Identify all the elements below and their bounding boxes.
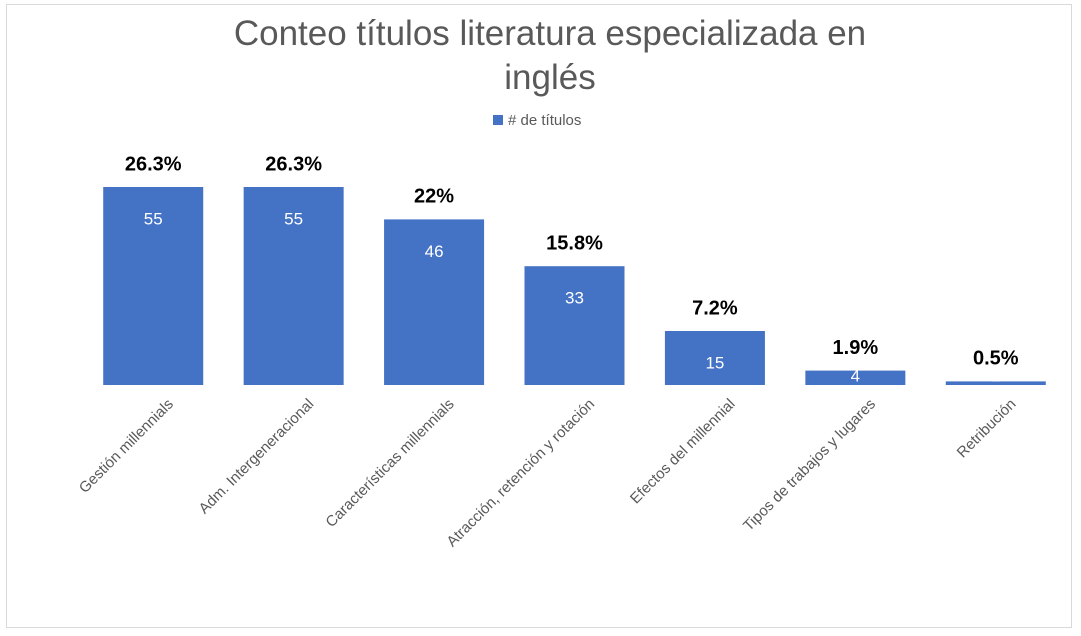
x-tick-label: Adm. Intergeneracional xyxy=(196,396,318,518)
legend-swatch xyxy=(493,115,503,125)
percentage-label: 26.3% xyxy=(265,153,322,175)
bar xyxy=(805,370,906,385)
value-label: 55 xyxy=(284,209,303,228)
value-label: 55 xyxy=(144,209,163,228)
percentage-label: 15.8% xyxy=(546,232,603,254)
legend-label: # de títulos xyxy=(508,112,581,129)
value-label: 4 xyxy=(851,366,860,385)
x-tick-label: Tipos de trabajos y lugares xyxy=(740,396,879,535)
bar xyxy=(945,381,1046,385)
bar xyxy=(524,266,625,385)
bar xyxy=(384,219,485,385)
chart-title: Conteo títulos literatura especializada … xyxy=(233,14,867,97)
value-label: 46 xyxy=(425,242,444,261)
chart-frame xyxy=(6,4,1072,628)
bar xyxy=(664,331,765,385)
percentage-label: 0.5% xyxy=(973,348,1019,370)
percentage-label: 7.2% xyxy=(692,297,738,319)
percentage-label: 1.9% xyxy=(833,337,879,359)
value-label: 1 xyxy=(991,366,1000,385)
x-tick-label: Retribución xyxy=(954,396,1020,462)
x-tick-label: Atracción, retención y rotación xyxy=(443,396,598,551)
value-label: 33 xyxy=(565,289,584,308)
bar xyxy=(243,187,344,385)
percentage-label: 26.3% xyxy=(125,153,182,175)
x-tick-label: Gestión millennials xyxy=(76,396,177,497)
bar xyxy=(103,187,204,385)
x-tick-label: Efectos del millennial xyxy=(627,396,739,508)
x-tick-label: Características millennials xyxy=(322,396,457,531)
percentage-label: 22% xyxy=(414,186,454,208)
value-label: 15 xyxy=(705,353,724,372)
